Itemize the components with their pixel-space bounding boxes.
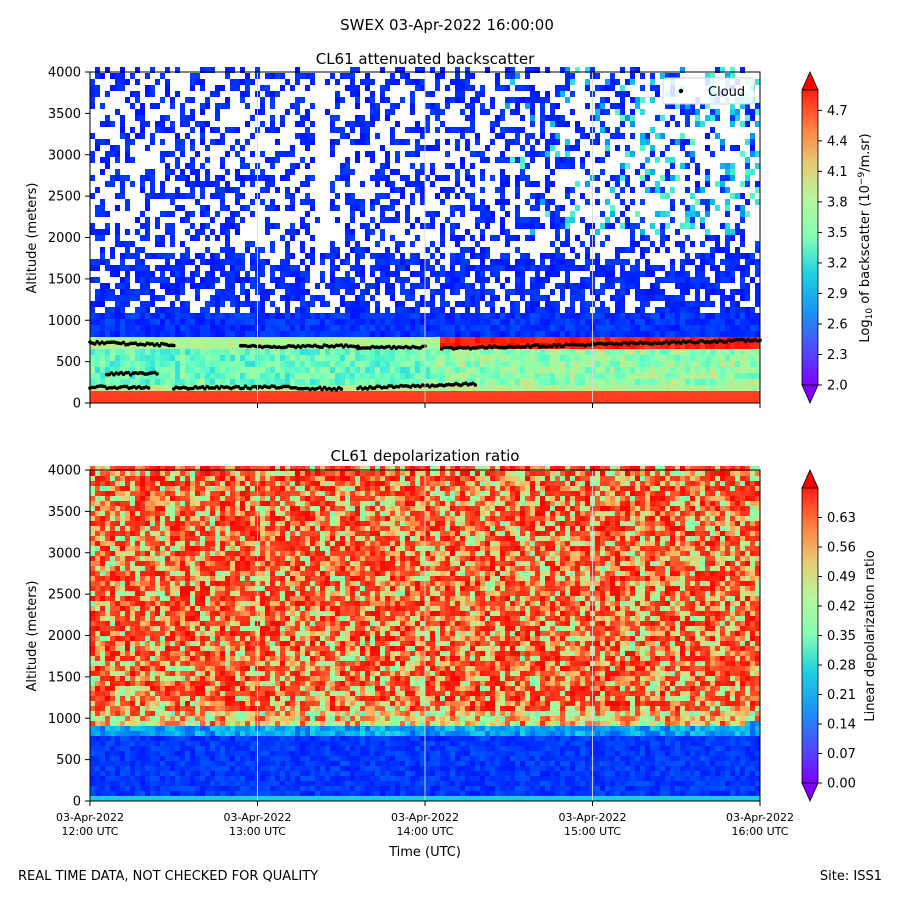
colorbar-tick-label: 4.7	[827, 104, 848, 119]
cloud-legend-marker	[679, 89, 683, 93]
depolarization-title: CL61 depolarization ratio	[331, 447, 520, 465]
y-tick-label: 1000	[48, 314, 81, 329]
backscatter-colorbar-label: Log10 of backscatter (10−9/m.sr)	[857, 133, 875, 342]
colorbar-tick-label: 0.21	[827, 688, 856, 703]
colorbar-tick-label: 0.42	[827, 600, 856, 615]
colorbar-tick-label: 3.8	[827, 195, 848, 210]
cloud-point	[340, 387, 344, 391]
y-tick-label: 500	[56, 753, 81, 768]
x-tick-date: 03-Apr-2022	[726, 811, 794, 824]
colorbar-tick-label: 0.49	[827, 570, 856, 585]
y-tick-label: 2000	[48, 231, 81, 246]
depolarization-ylabel: Altitude (meters)	[25, 581, 40, 692]
x-tick-date: 03-Apr-2022	[391, 811, 459, 824]
cloud-point	[172, 344, 176, 348]
x-tick-time: 14:00 UTC	[396, 825, 453, 838]
cb1-label-suffix: /m.sr)	[858, 133, 873, 171]
site-label: Site: ISS1	[820, 869, 882, 884]
figure-title: SWEX 03-Apr-2022 16:00:00	[340, 16, 554, 34]
depolarization-colorbar: 0.00 0.07 0.14 0.21 0.28 0.35 0.42 0.49 0.56 0.63…	[802, 470, 878, 801]
x-tick-time: 16:00 UTC	[731, 825, 788, 838]
depolarization-panel: CL61 depolarization ratio 0 500 1000 1500 20…	[25, 447, 878, 860]
x-tick-time: 13:00 UTC	[229, 825, 286, 838]
cloud-legend: Cloud	[663, 78, 754, 104]
backscatter-y-ticks: 0 500 1000 1500 2000 2500 3000 3500 4000	[48, 66, 90, 412]
y-tick-label: 4000	[48, 66, 81, 81]
y-tick-label: 3500	[48, 107, 81, 122]
backscatter-ylabel: Altitude (meters)	[25, 183, 40, 294]
cb1-label-mid: of backscatter (10	[858, 185, 873, 308]
depolarization-colorbar-label: Linear depolarization ratio	[863, 550, 878, 721]
depolarization-colorbar-max-extend	[802, 470, 818, 488]
colorbar-tick-label: 0.56	[827, 541, 856, 556]
cloud-point	[147, 386, 151, 390]
depolarization-y-ticks: 0 500 1000 1500 2000 2500 3000 3500 4000	[48, 464, 90, 810]
colorbar-tick-label: 2.0	[827, 379, 848, 394]
depolarization-colorbar-ticks: 0.00 0.07 0.14 0.21 0.28 0.35 0.42 0.49 0.56 0.63	[818, 511, 856, 792]
cb1-label-sub: 10	[865, 308, 875, 320]
y-tick-label: 2000	[48, 629, 81, 644]
cb1-label-sup: −9	[857, 172, 867, 186]
colorbar-tick-label: 0.00	[827, 777, 856, 792]
x-tick-time: 12:00 UTC	[61, 825, 118, 838]
colorbar-tick-label: 0.07	[827, 747, 856, 762]
cloud-legend-label: Cloud	[708, 85, 745, 100]
colorbar-tick-label: 3.2	[827, 256, 848, 271]
y-tick-label: 3000	[48, 546, 81, 561]
depolarization-colorbar-min-extend	[802, 783, 818, 801]
x-tick-date: 03-Apr-2022	[56, 811, 124, 824]
y-tick-label: 3000	[48, 148, 81, 163]
y-tick-label: 4000	[48, 464, 81, 479]
backscatter-colorbar-min-extend	[802, 385, 818, 403]
backscatter-panel: CL61 attenuated backscatter 0 500 1000 1500…	[25, 50, 875, 412]
colorbar-tick-label: 2.3	[827, 348, 848, 363]
y-tick-label: 2500	[48, 190, 81, 205]
backscatter-colorbar: 2.0 2.3 2.6 2.9 3.2 3.5 3.8 4.1 4.4 4.7 Log10 of …	[802, 72, 875, 403]
cloud-point	[474, 383, 478, 387]
colorbar-tick-label: 0.28	[827, 659, 856, 674]
colorbar-tick-label: 0.35	[827, 629, 856, 644]
x-tick-time: 15:00 UTC	[564, 825, 621, 838]
colorbar-tick-label: 0.14	[827, 718, 856, 733]
depolarization-colorbar-gradient	[802, 488, 818, 783]
colorbar-tick-label: 0.63	[827, 511, 856, 526]
depolarization-xlabel: Time (UTC)	[388, 845, 461, 860]
colorbar-tick-label: 3.5	[827, 226, 848, 241]
quality-disclaimer: REAL TIME DATA, NOT CHECKED FOR QUALITY	[18, 869, 318, 884]
colorbar-tick-label: 2.9	[827, 287, 848, 302]
colorbar-tick-label: 2.6	[827, 317, 848, 332]
x-tick-date: 03-Apr-2022	[558, 811, 626, 824]
cloud-point	[155, 372, 159, 376]
colorbar-tick-label: 4.1	[827, 165, 848, 180]
y-tick-label: 0	[73, 795, 81, 810]
x-tick-date: 03-Apr-2022	[223, 811, 291, 824]
y-tick-label: 2500	[48, 588, 81, 603]
backscatter-x-ticks	[90, 403, 760, 408]
y-tick-label: 1500	[48, 272, 81, 287]
backscatter-colorbar-max-extend	[802, 72, 818, 90]
cb1-label-log: Log	[858, 319, 873, 342]
colorbar-tick-label: 4.4	[827, 134, 848, 149]
y-tick-label: 3500	[48, 505, 81, 520]
backscatter-colorbar-gradient	[802, 90, 818, 385]
backscatter-title: CL61 attenuated backscatter	[316, 50, 535, 68]
y-tick-label: 1500	[48, 670, 81, 685]
y-tick-label: 500	[56, 355, 81, 370]
y-tick-label: 0	[73, 397, 81, 412]
y-tick-label: 1000	[48, 712, 81, 727]
backscatter-colorbar-ticks: 2.0 2.3 2.6 2.9 3.2 3.5 3.8 4.1 4.4 4.7	[818, 104, 848, 394]
